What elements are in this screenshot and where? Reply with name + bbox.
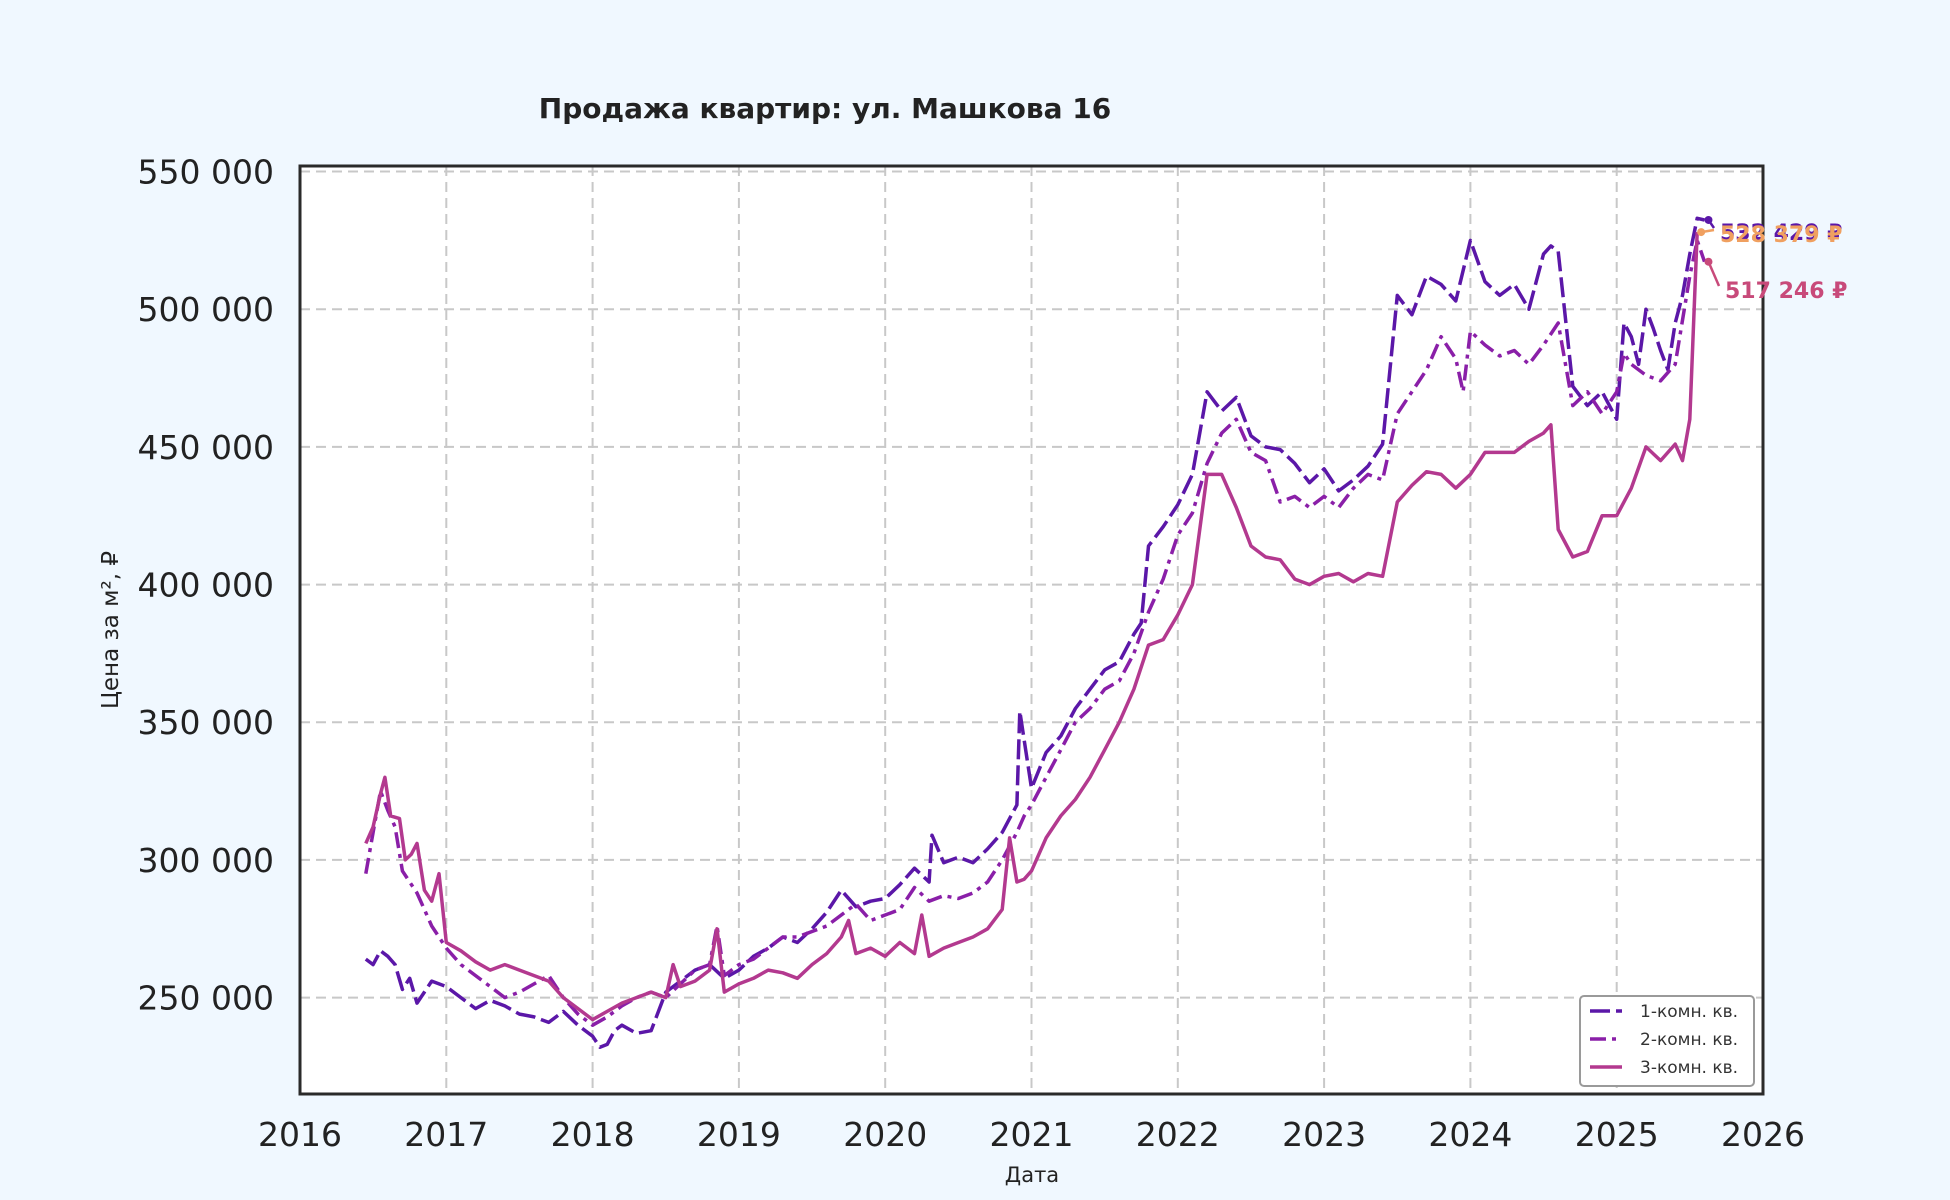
- x-tick-label: 2017: [404, 1115, 488, 1154]
- legend-box: [1579, 995, 1755, 1087]
- y-axis-label: Цена за м², ₽: [98, 551, 124, 709]
- y-tick-label: 550 000: [138, 153, 274, 192]
- annotation-label: 528 379 ₽: [1720, 223, 1842, 248]
- legend-label: 2-комн. кв.: [1640, 1030, 1738, 1050]
- x-tick-label: 2020: [843, 1115, 927, 1154]
- y-tick-label: 250 000: [138, 979, 274, 1018]
- x-tick-label: 2024: [1428, 1115, 1512, 1154]
- y-tick-label: 350 000: [138, 703, 274, 742]
- value-annotations: 532 429 ₽528 379 ₽ 517 246 ₽: [1697, 215, 1847, 304]
- series-line-3: [364, 232, 1699, 1022]
- annotation-arrow: [1707, 261, 1721, 287]
- x-tick-label: 2018: [551, 1115, 635, 1154]
- annotation-label: 532 429 ₽: [1720, 221, 1842, 246]
- series-line-1: [364, 216, 1705, 1049]
- x-axis-label: Дата: [1005, 1163, 1059, 1187]
- x-tick-label: 2021: [990, 1115, 1074, 1154]
- x-tick-label: 2023: [1282, 1115, 1366, 1154]
- chart-title: Продажа квартир: ул. Машкова 16: [539, 92, 1111, 125]
- y-tick-label: 400 000: [138, 566, 274, 605]
- x-tick-label: 2016: [258, 1115, 342, 1154]
- y-axis-ticks: 250 000 300 000 350 000 400 000 450 000 500 0…: [138, 153, 274, 1018]
- annotation-label: 517 246 ₽: [1725, 279, 1847, 304]
- y-tick-label: 450 000: [138, 428, 274, 467]
- annotation-arrow-head: [1704, 215, 1713, 224]
- series-lines: [364, 216, 1707, 1049]
- x-tick-label: 2019: [697, 1115, 781, 1154]
- legend-label: 3-комн. кв.: [1640, 1058, 1738, 1078]
- x-tick-label: 2026: [1721, 1115, 1805, 1154]
- legend-label: 1-комн. кв.: [1640, 1002, 1738, 1022]
- y-tick-label: 500 000: [138, 290, 274, 329]
- plot-frame: [298, 164, 1765, 1096]
- y-tick-label: 300 000: [138, 841, 274, 880]
- annotation-arrow-head: [1704, 257, 1713, 266]
- legend: 1-комн. кв. 2-комн. кв. 3-комн. кв.: [1579, 995, 1755, 1087]
- x-axis-ticks: 2016 2017 2018 2019 2020 2021 2022 2023 2024 2025…: [258, 1115, 1805, 1154]
- annotation-arrow-head: [1697, 228, 1706, 237]
- x-tick-label: 2022: [1136, 1115, 1220, 1154]
- series-line-2: [364, 238, 1707, 1027]
- x-tick-label: 2025: [1575, 1115, 1659, 1154]
